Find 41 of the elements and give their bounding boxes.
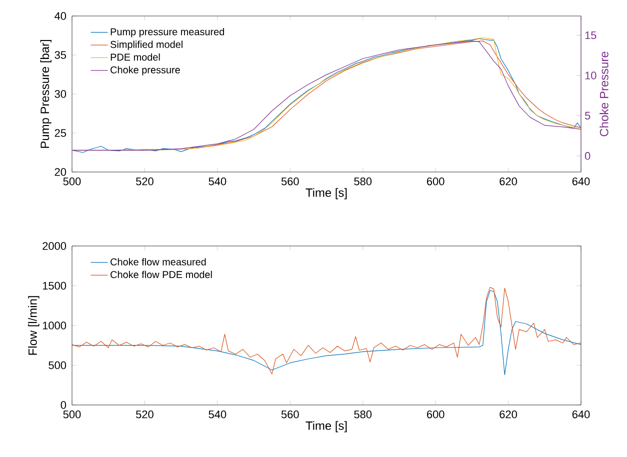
y-tick-label: 1000: [42, 322, 66, 330]
x-tick-label: 520: [136, 178, 154, 186]
x-tick-label: 640: [572, 178, 590, 186]
y2-tick-label: 0: [584, 152, 590, 160]
x-tick-label: 580: [354, 410, 372, 418]
x-tick-label: 560: [281, 178, 299, 186]
x-tick-label: 540: [208, 410, 226, 418]
x-axis-title: Time [s]: [306, 421, 347, 432]
legend-label: Choke pressure: [110, 66, 180, 76]
x-tick-label: 580: [354, 178, 372, 186]
legend-label: Choke flow measured: [110, 258, 206, 266]
y-tick-label: 0: [60, 401, 66, 409]
y-tick-label: 35: [54, 51, 66, 59]
x-tick-label: 560: [281, 410, 299, 418]
y-axis-title: Pump Pressure [bar]: [40, 40, 52, 148]
x-tick-label: 640: [572, 410, 590, 418]
x-axis-title: Time [s]: [306, 188, 347, 200]
y-tick-label: 20: [54, 168, 66, 176]
x-tick-label: 500: [63, 410, 81, 418]
x-tick-label: 620: [500, 178, 517, 186]
legend-label: PDE model: [110, 53, 160, 61]
x-tick-label: 600: [427, 178, 444, 186]
x-tick-label: 520: [136, 410, 154, 418]
y-tick-label: 30: [54, 90, 66, 98]
y-tick-label: 500: [48, 361, 66, 370]
y-axis-title: Flow [l/min]: [28, 296, 40, 355]
y2-axis-title: Choke Pressure: [600, 52, 608, 136]
y-tick-label: 25: [54, 129, 66, 137]
y2-tick-label: 15: [585, 31, 596, 40]
legend-label: Simplified model: [110, 40, 182, 50]
legend-label: Pump pressure measured: [110, 28, 224, 38]
x-tick-label: 620: [500, 410, 517, 418]
x-tick-label: 600: [427, 410, 444, 418]
y2-tick-label: 5: [584, 112, 590, 120]
legend-label: Choke flow PDE model: [110, 270, 212, 278]
y2-tick-label: 10: [585, 72, 596, 80]
x-tick-label: 540: [208, 178, 226, 186]
y-tick-label: 2000: [42, 242, 66, 250]
y-tick-label: 1500: [42, 282, 66, 290]
x-tick-label: 500: [63, 178, 81, 186]
y-tick-label: 40: [54, 12, 66, 20]
